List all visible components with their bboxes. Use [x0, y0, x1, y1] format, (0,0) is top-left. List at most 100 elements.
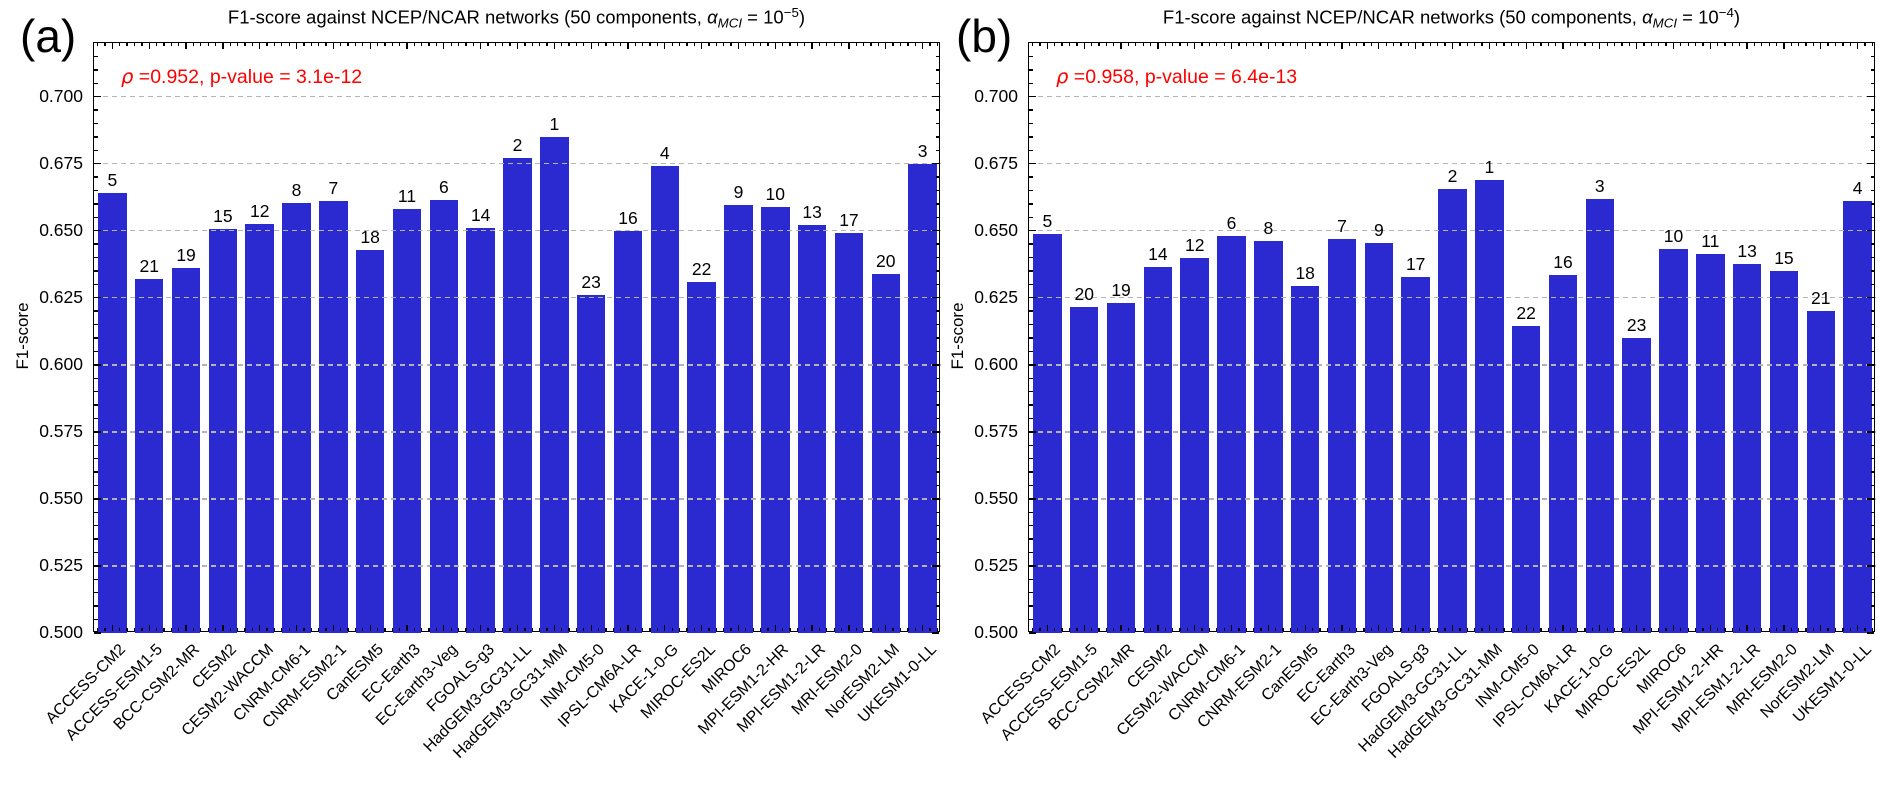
x-tick-mark — [1385, 627, 1387, 631]
x-tick-mark — [708, 43, 710, 47]
y-tick-label: 0.675 — [39, 152, 83, 173]
x-tick-mark — [1798, 627, 1800, 631]
bar-MPI-ESM1-2-HR — [761, 206, 790, 633]
x-tick-mark — [1716, 627, 1719, 631]
x-tick-mark — [1113, 627, 1115, 631]
bar-BCC-CSM2-MR — [1106, 303, 1136, 633]
x-tick-mark — [715, 627, 717, 631]
y-tick-mark — [94, 471, 98, 473]
x-tick-mark — [406, 625, 408, 631]
y-tick-mark — [94, 149, 98, 151]
y-tick-mark — [1029, 256, 1033, 259]
x-tick-mark — [1186, 43, 1188, 47]
x-tick-mark — [1525, 43, 1527, 49]
x-tick-mark — [678, 627, 681, 631]
x-tick-mark — [1437, 627, 1439, 631]
x-tick-mark — [612, 627, 614, 631]
x-tick-mark — [1496, 627, 1498, 631]
x-tick-mark — [877, 43, 880, 47]
x-tick-mark — [811, 43, 813, 49]
x-tick-mark — [111, 625, 114, 631]
bar-MPI-ESM1-2-LR — [797, 225, 827, 633]
bar-rank-label: 4 — [1852, 178, 1863, 199]
bar-MRI-ESM2-0 — [1769, 270, 1799, 633]
x-tick-mark — [826, 43, 828, 47]
x-tick-mark — [347, 627, 349, 631]
y-tick-mark — [935, 538, 939, 540]
x-tick-mark — [1356, 627, 1358, 631]
x-tick-mark — [259, 625, 261, 631]
x-tick-mark — [303, 627, 305, 631]
x-tick-mark — [737, 43, 740, 49]
bar-rank-label: 9 — [733, 182, 744, 203]
y-tick-mark — [1867, 565, 1874, 567]
y-tick-mark — [935, 243, 939, 245]
x-tick-mark — [804, 627, 806, 631]
x-tick-mark — [1363, 627, 1365, 631]
x-tick-mark — [281, 627, 283, 631]
x-tick-mark — [1378, 625, 1380, 631]
x-tick-mark — [1304, 625, 1306, 631]
y-tick-label: 0.700 — [974, 85, 1018, 106]
y-tick-mark — [1029, 578, 1033, 581]
x-tick-mark — [649, 43, 651, 47]
x-tick-mark — [693, 43, 695, 47]
y-tick-mark — [1870, 390, 1874, 393]
bar-CNRM-CM6-1 — [282, 202, 311, 633]
x-tick-mark — [1319, 627, 1321, 631]
x-tick-mark — [1061, 43, 1063, 47]
bar-NorESM2-LM — [1806, 311, 1835, 633]
y-tick-mark — [1870, 283, 1874, 286]
x-tick-mark — [1437, 43, 1439, 47]
x-tick-mark — [1311, 43, 1314, 47]
y-tick-mark — [935, 605, 939, 607]
x-tick-mark — [531, 43, 533, 47]
y-tick-label: 0.525 — [39, 554, 83, 575]
x-tick-mark — [1157, 625, 1159, 631]
x-tick-mark — [97, 627, 99, 631]
x-tick-mark — [619, 627, 622, 631]
x-tick-mark — [907, 43, 909, 47]
title-part: ) — [1733, 6, 1741, 28]
x-tick-mark — [1135, 627, 1137, 631]
x-tick-mark — [885, 43, 887, 49]
x-tick-mark — [1282, 627, 1284, 631]
axes-b: ρ =0.958, p-value = 6.4e-13 5 20 19 14 12 6 8 1… — [1028, 42, 1876, 634]
x-tick-mark — [656, 43, 659, 47]
bar-MPI-ESM1-2-LR — [1732, 264, 1762, 633]
x-tick-mark — [737, 625, 740, 631]
y-tick-mark — [1029, 136, 1033, 138]
x-tick-mark — [1665, 43, 1667, 47]
y-tick-mark — [94, 350, 98, 353]
y-tick-mark — [935, 109, 939, 111]
bar-rank-label: 15 — [213, 205, 233, 226]
gridline — [1029, 498, 1876, 500]
y-tick-label: 0.525 — [974, 554, 1018, 575]
x-tick-mark — [1076, 627, 1078, 631]
x-tick-mark — [1606, 43, 1608, 47]
x-tick-mark — [317, 43, 320, 47]
y-tick-mark — [935, 283, 939, 286]
y-axis-label-b: F1-score — [948, 302, 967, 370]
title-part: ) — [798, 6, 806, 28]
y-tick-mark — [1870, 618, 1874, 621]
bar-rank-label: 22 — [691, 258, 712, 279]
x-tick-mark — [502, 43, 504, 47]
x-tick-mark — [1348, 43, 1351, 47]
x-tick-mark — [362, 627, 364, 631]
y-tick-mark — [94, 444, 98, 446]
x-tick-mark — [516, 43, 519, 49]
x-tick-mark — [818, 627, 821, 631]
x-tick-mark — [465, 627, 467, 631]
x-tick-mark — [1422, 43, 1424, 47]
x-tick-mark — [1208, 627, 1211, 631]
y-tick-mark — [932, 565, 939, 567]
y-tick-mark — [932, 364, 939, 366]
x-tick-mark — [1746, 43, 1748, 49]
panel-label-b: (b) — [956, 10, 1013, 62]
x-tick-mark — [848, 625, 850, 631]
y-tick-mark — [1029, 377, 1033, 379]
y-tick-mark — [1870, 525, 1874, 527]
x-tick-mark — [870, 43, 872, 47]
x-tick-mark — [1164, 43, 1166, 47]
